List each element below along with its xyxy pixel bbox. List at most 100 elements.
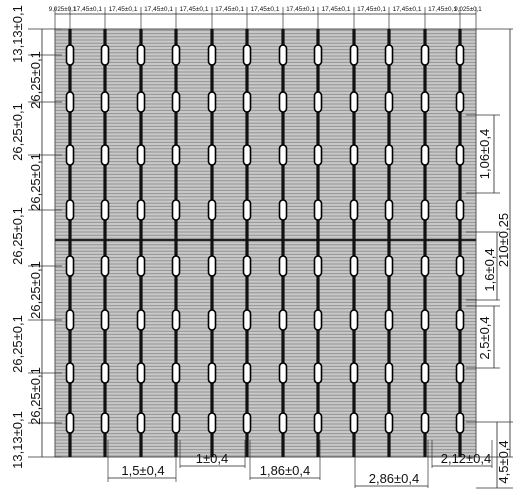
solder-pad: [420, 199, 430, 221]
solder-pad: [242, 144, 252, 166]
busbar: [387, 29, 391, 457]
solder-pad: [100, 44, 110, 66]
busbars: [65, 29, 465, 457]
busbar: [139, 29, 143, 457]
solder-pad: [313, 412, 323, 434]
solder-pad: [207, 362, 217, 384]
solder-pad: [384, 412, 394, 434]
top-dim-pitch: 17,45±0,1: [180, 6, 209, 13]
solder-pad: [278, 412, 288, 434]
solder-pad: [420, 412, 430, 434]
solder-pad: [455, 144, 465, 166]
solder-pad: [242, 44, 252, 66]
solder-pad: [313, 309, 323, 331]
solder-pad: [455, 91, 465, 113]
solder-pad: [349, 144, 359, 166]
solder-pad: [242, 362, 252, 384]
solder-pad: [313, 255, 323, 277]
solder-pad: [65, 412, 75, 434]
right-dim-pad-length: 1,06±0,4: [477, 129, 492, 180]
busbar: [352, 29, 356, 457]
bottom-dim-e: 2,12±0,4: [441, 451, 492, 466]
bottom-dimension-row: 1,5±0,4 1±0,4 1,86±0,4 2,86±0,4 2,12±0,4: [107, 440, 493, 488]
top-dim-pitch: 17,45±0,1: [357, 6, 386, 13]
solder-pad: [384, 91, 394, 113]
solder-pad: [384, 362, 394, 384]
solder-pad: [349, 412, 359, 434]
solder-pad: [278, 44, 288, 66]
busbar: [458, 29, 462, 457]
solder-pad: [349, 199, 359, 221]
solder-pad: [207, 144, 217, 166]
solder-pad: [65, 44, 75, 66]
busbar: [68, 29, 72, 457]
solder-pad: [242, 255, 252, 277]
solder-pad: [455, 255, 465, 277]
top-dim-pitch: 17,45±0,1: [73, 6, 102, 13]
bottom-dim-a: 1,5±0,4: [121, 463, 164, 478]
solder-pad: [455, 44, 465, 66]
solder-pad: [278, 362, 288, 384]
solder-pad: [136, 255, 146, 277]
solder-pad: [136, 412, 146, 434]
solder-pad: [171, 412, 181, 434]
right-dim-segment: 2,5±0,4: [477, 316, 492, 359]
solder-pad: [171, 199, 181, 221]
top-dim-pitch: 17,45±0,1: [215, 6, 244, 13]
solder-pad: [171, 255, 181, 277]
solder-pad: [455, 199, 465, 221]
solder-pad: [207, 199, 217, 221]
left-dim-6: 26,25±0,1: [28, 261, 43, 319]
solder-pad: [384, 44, 394, 66]
solder-pad: [455, 362, 465, 384]
right-dimension-chain: 1,06±0,4 210±0,25 1,6±0,4 2,5±0,4 4,5±0,…: [466, 28, 513, 489]
solder-pad: [65, 362, 75, 384]
top-dim-pitch: 17,45±0,1: [393, 6, 422, 13]
solder-pad: [100, 255, 110, 277]
solder-pad: [278, 255, 288, 277]
cell-body: [54, 28, 477, 458]
solder-pad: [171, 144, 181, 166]
solder-pad: [313, 144, 323, 166]
right-dim-total-height: 210±0,25: [496, 213, 511, 267]
bottom-dim-d: 2,86±0,4: [369, 471, 420, 486]
busbar: [281, 29, 285, 457]
solder-pad: [313, 199, 323, 221]
solder-pad: [100, 309, 110, 331]
solder-pad: [313, 362, 323, 384]
top-dim-pitch: 17,45±0,1: [322, 6, 351, 13]
solder-pad: [136, 362, 146, 384]
top-dim-pitch: 17,45±0,1: [428, 6, 457, 13]
solder-pad: [100, 362, 110, 384]
left-dim-4: 26,25±0,1: [28, 153, 43, 211]
solder-pad: [100, 412, 110, 434]
solder-pad: [349, 91, 359, 113]
solder-pad: [420, 309, 430, 331]
solder-pad: [207, 44, 217, 66]
solder-pad: [100, 144, 110, 166]
left-dimension-chain: 13,13±0,1 26,25±0,1 26,25±0,1 26,25±0,1 …: [10, 5, 62, 469]
solder-pad: [242, 412, 252, 434]
solder-pad: [136, 309, 146, 331]
solder-pad: [136, 199, 146, 221]
solder-pad: [136, 144, 146, 166]
solder-pad: [384, 199, 394, 221]
right-dim-mid-gap: 1,6±0,4: [482, 248, 497, 291]
top-dimension-row: 9,025±0,117,45±0,1 17,45±0,1 17,45±0,1 17,4…: [49, 6, 482, 29]
solder-pad: [100, 91, 110, 113]
solder-pad: [242, 91, 252, 113]
top-dim-pitch: 17,45±0,1: [286, 6, 315, 13]
top-dim-edge-left: 9,025±0,1: [49, 6, 77, 13]
solder-pad: [171, 362, 181, 384]
solder-pad: [207, 412, 217, 434]
left-dim-3: 26,25±0,1: [10, 103, 25, 161]
solder-pad: [384, 309, 394, 331]
solder-pad: [242, 199, 252, 221]
solder-pad: [420, 44, 430, 66]
solder-pad: [278, 309, 288, 331]
top-dim-pitch: 17,45±0,1: [144, 6, 173, 13]
solder-pad: [207, 255, 217, 277]
solder-pad: [65, 91, 75, 113]
solder-pad: [171, 309, 181, 331]
